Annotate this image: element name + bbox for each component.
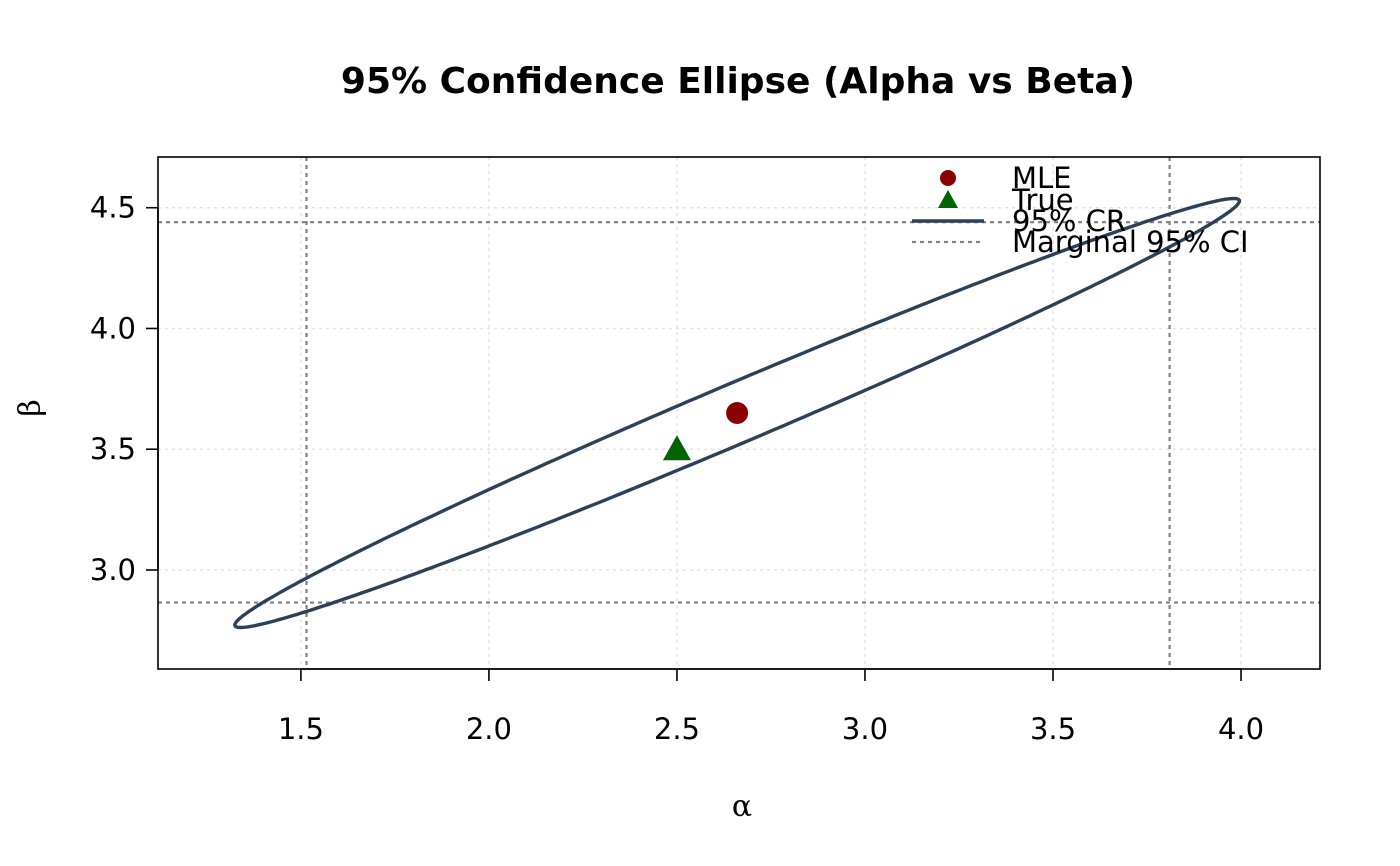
y-tick-label: 4.0 <box>90 311 136 345</box>
marginal-ci-lines <box>158 157 1320 669</box>
y-axis: 3.0 3.5 4.0 4.5 <box>90 191 159 587</box>
confidence-ellipse <box>233 196 1242 630</box>
x-tick-label: 3.0 <box>842 712 888 746</box>
legend-label: 95% CR <box>1012 204 1126 238</box>
legend-label: MLE <box>1012 161 1072 195</box>
legend-item-cr: 95% CR <box>912 204 1126 238</box>
legend-mle-symbol <box>940 170 956 186</box>
x-axis-label: α <box>732 789 752 824</box>
chart-title: 95% Confidence Ellipse (Alpha vs Beta) <box>341 61 1135 102</box>
confidence-region-layer <box>233 196 1242 630</box>
legend-true-symbol <box>938 190 958 208</box>
mle-point <box>726 402 749 424</box>
legend-item-mle: MLE <box>940 161 1072 195</box>
true-point <box>662 435 691 461</box>
legend-item-true: True <box>938 183 1074 217</box>
legend-label: Marginal 95% CI <box>1012 225 1249 259</box>
x-tick-label: 2.0 <box>466 712 512 746</box>
legend-item-ci: Marginal 95% CI <box>912 225 1249 259</box>
y-axis-label: β <box>13 399 48 416</box>
legend-label: True <box>1011 183 1074 217</box>
y-tick-label: 3.0 <box>90 553 136 587</box>
x-tick-label: 1.5 <box>278 712 324 746</box>
grid <box>158 157 1320 669</box>
x-tick-label: 4.0 <box>1218 712 1264 746</box>
x-tick-label: 3.5 <box>1030 712 1076 746</box>
points-layer <box>662 402 749 461</box>
x-axis: 1.5 2.0 2.5 3.0 3.5 4.0 <box>278 668 1264 746</box>
y-tick-label: 4.5 <box>90 191 136 225</box>
x-tick-label: 2.5 <box>654 712 700 746</box>
y-tick-label: 3.5 <box>90 432 136 466</box>
